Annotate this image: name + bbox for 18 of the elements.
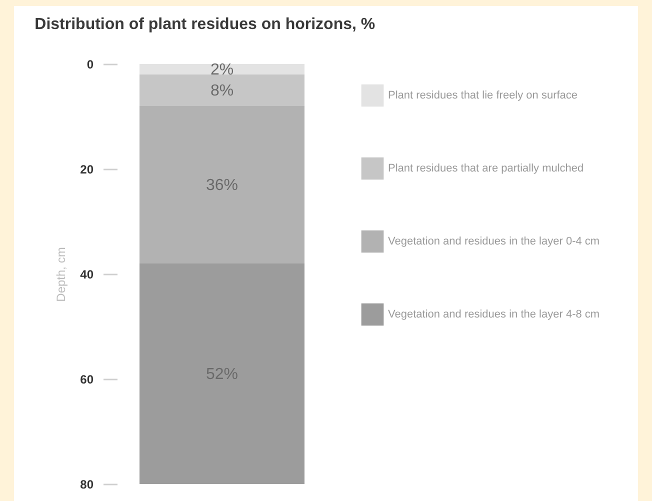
y-tick-label: 80 [80,478,94,492]
bar [140,264,304,484]
bar [140,64,304,74]
y-tick-label: 40 [80,268,94,282]
annotation: 2% [210,61,234,78]
y-axis-title: Depth, cm [54,247,68,302]
legend-label: Plant residues that lie freely on surface [388,90,578,102]
annotation: 36% [206,176,238,194]
legend-label: Vegetation and residues in the layer 4-8 cm [388,308,600,320]
annotation: 8% [210,82,234,100]
bar [140,106,304,264]
y-tick-label: 20 [80,162,94,176]
legend-label: Vegetation and residues in the layer 0-4 cm [388,236,600,248]
legend-label: Plant residues that are partially mulched [388,162,584,174]
bar [140,74,304,106]
chart-title: Distribution of plant residues on horizons, % [34,16,376,33]
y-tick-label: 0 [86,58,94,72]
y-tick-label: 60 [80,372,94,386]
